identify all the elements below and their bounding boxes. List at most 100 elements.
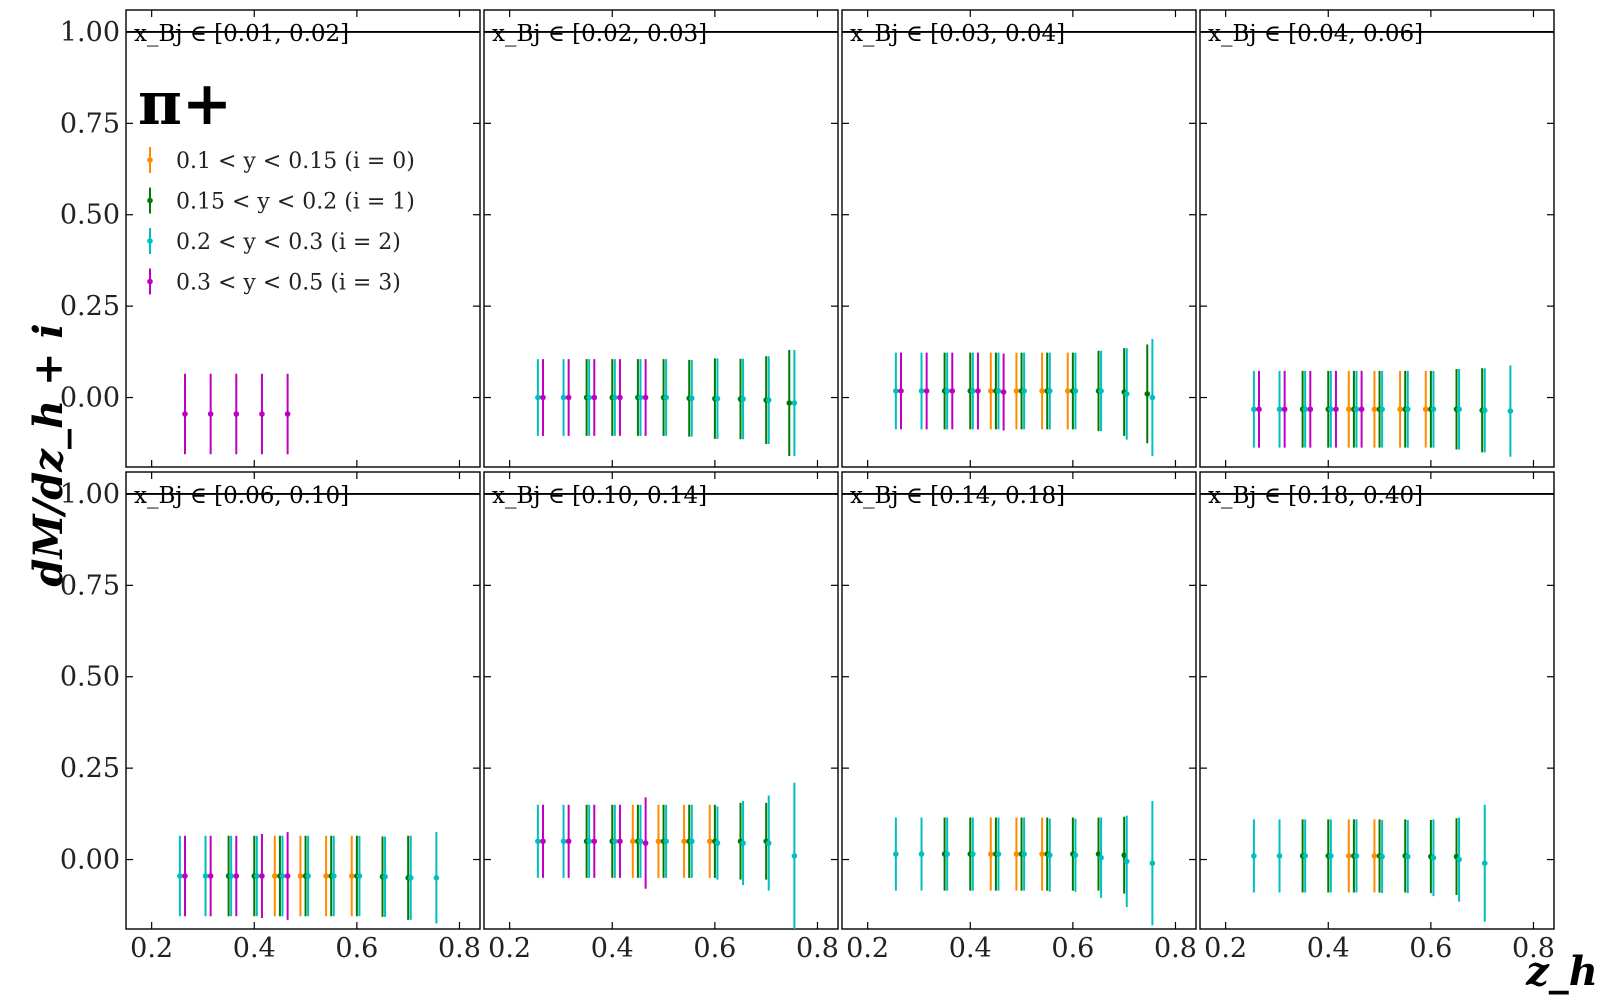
data-point: [348, 873, 355, 879]
data-point: [1345, 406, 1352, 413]
legend-marker-point: [147, 197, 153, 204]
panel-label: x_Bj ∈ [0.14, 0.18]: [850, 483, 1065, 509]
data-point: [177, 873, 183, 879]
data-point: [1021, 388, 1027, 394]
data-point: [1404, 853, 1411, 860]
x-tick-label: 0.2: [130, 933, 173, 964]
data-point: [586, 394, 592, 401]
data-point: [1039, 851, 1045, 857]
data-point: [1276, 406, 1283, 413]
data-point: [663, 394, 669, 401]
y-tick-label: 0.25: [60, 753, 120, 784]
panel-label: x_Bj ∈ [0.10, 0.14]: [492, 483, 707, 509]
data-point: [949, 388, 956, 394]
x-tick-label: 0.8: [1512, 933, 1555, 964]
data-point: [1064, 388, 1071, 394]
data-point: [975, 388, 981, 394]
data-point: [1302, 406, 1308, 413]
data-point: [1397, 406, 1403, 413]
panel-frame: [1199, 471, 1555, 930]
species-label: π+: [138, 69, 232, 139]
data-point: [323, 873, 329, 879]
data-point: [1144, 391, 1151, 397]
data-point: [330, 873, 337, 879]
data-point: [1123, 391, 1130, 397]
data-point: [1379, 406, 1385, 413]
data-point: [617, 394, 623, 401]
data-point: [995, 851, 1002, 857]
data-point: [1353, 853, 1360, 859]
data-point: [433, 875, 440, 881]
data-point: [1149, 860, 1156, 866]
panel-frame: [483, 471, 839, 930]
data-point: [1430, 406, 1437, 413]
panel-3: x_Bj ∈ [0.03, 0.04]: [841, 9, 1197, 468]
data-point: [1149, 394, 1156, 401]
data-point: [765, 397, 772, 403]
data-point: [617, 838, 623, 845]
data-point: [1481, 407, 1488, 414]
data-point: [1333, 406, 1339, 413]
data-point: [898, 388, 904, 394]
data-point: [233, 411, 240, 417]
data-point: [1046, 388, 1053, 394]
x-tick-label: 0.4: [591, 933, 634, 964]
data-point: [1098, 854, 1104, 861]
data-point: [1371, 853, 1378, 859]
data-point: [407, 875, 414, 881]
panel-frame: [841, 9, 1197, 468]
data-point: [535, 838, 541, 845]
y-tick-label: 0.50: [60, 662, 120, 693]
data-point: [356, 873, 363, 879]
data-point: [637, 838, 644, 845]
y-tick-label: 0.25: [60, 291, 120, 322]
data-point: [284, 873, 291, 879]
data-point: [297, 873, 304, 879]
panel-frame: [125, 471, 481, 930]
data-point: [1251, 853, 1257, 859]
data-point: [1422, 406, 1429, 413]
panel-1: 1.00 0.75 0.50 0.25 0.00 x_Bj ∈ [0.01, 0.02]: [60, 9, 481, 468]
x-tick-label: 0.6: [1409, 933, 1452, 964]
y-tick-label: 0.00: [60, 383, 120, 414]
data-point: [560, 394, 567, 401]
data-point: [233, 873, 240, 879]
data-point: [987, 851, 994, 857]
data-point: [1072, 852, 1079, 858]
data-point: [765, 840, 772, 846]
data-point: [1123, 858, 1130, 865]
data-point: [1046, 852, 1053, 858]
data-point: [535, 394, 541, 401]
data-point: [259, 411, 265, 417]
data-point: [893, 851, 899, 857]
data-point: [612, 394, 618, 401]
data-point: [1353, 406, 1360, 413]
legend-label: 0.1 < y < 0.15 (i = 0): [176, 149, 415, 174]
data-point: [540, 394, 546, 401]
panel-frame: [841, 471, 1197, 930]
panel-frame: [1199, 9, 1555, 468]
legend-marker-point: [147, 278, 153, 285]
x-tick-label: 0.4: [949, 933, 992, 964]
data-point: [560, 838, 567, 845]
data-point: [284, 411, 291, 417]
x-tick-label: 0.6: [335, 933, 378, 964]
x-tick-label: 0.2: [488, 933, 531, 964]
x-tick-label: 0.8: [438, 933, 481, 964]
legend-item: 0.15 < y < 0.2 (i = 1): [147, 187, 415, 215]
data-point: [565, 394, 572, 401]
data-point: [305, 873, 311, 879]
data-point: [642, 840, 649, 846]
panel-7: 0.2 0.4 0.6 0.8 x_Bj ∈ [0.14, 0.18]: [841, 471, 1197, 964]
data-point: [663, 838, 669, 845]
data-point: [944, 851, 950, 857]
data-point: [1000, 389, 1007, 395]
data-point: [1021, 851, 1027, 857]
data-point: [182, 873, 188, 879]
data-point: [918, 388, 925, 394]
y-tick-label: 1.00: [60, 479, 120, 510]
panel-6: 0.2 0.4 0.6 0.8 x_Bj ∈ [0.10, 0.14]: [483, 471, 839, 964]
data-point: [740, 396, 746, 402]
data-point: [970, 851, 976, 857]
